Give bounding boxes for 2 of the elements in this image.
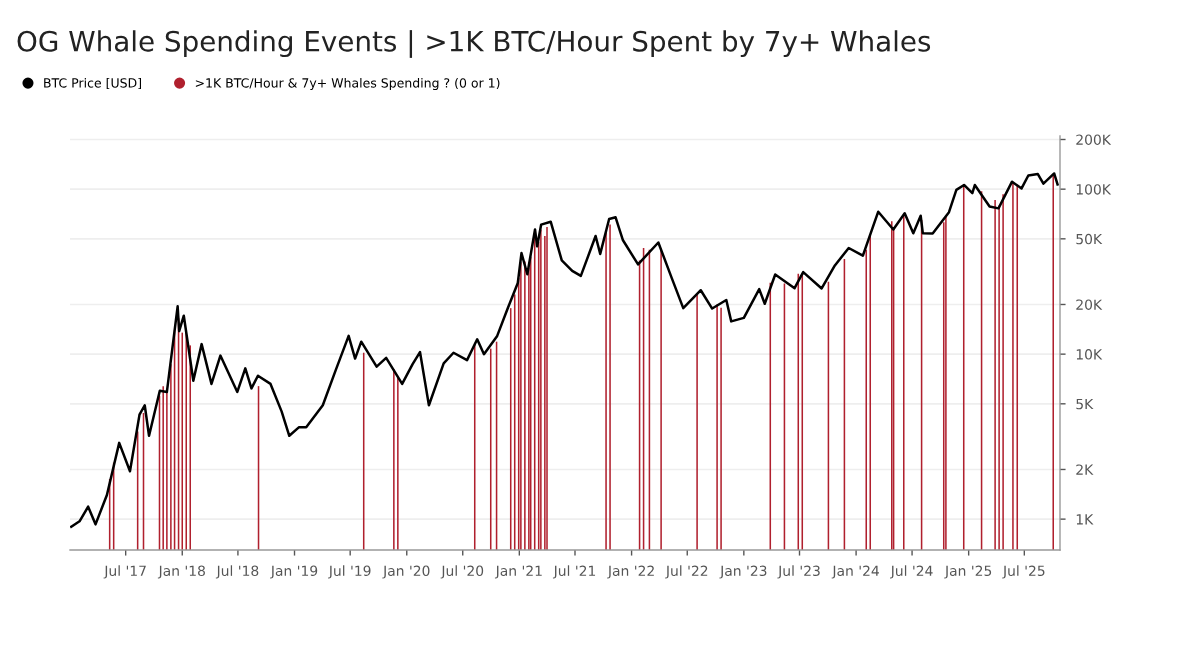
chart-title: OG Whale Spending Events | >1K BTC/Hour Spent by 7y+ Whales (17, 30, 931, 58)
line-series (70, 172, 1059, 528)
